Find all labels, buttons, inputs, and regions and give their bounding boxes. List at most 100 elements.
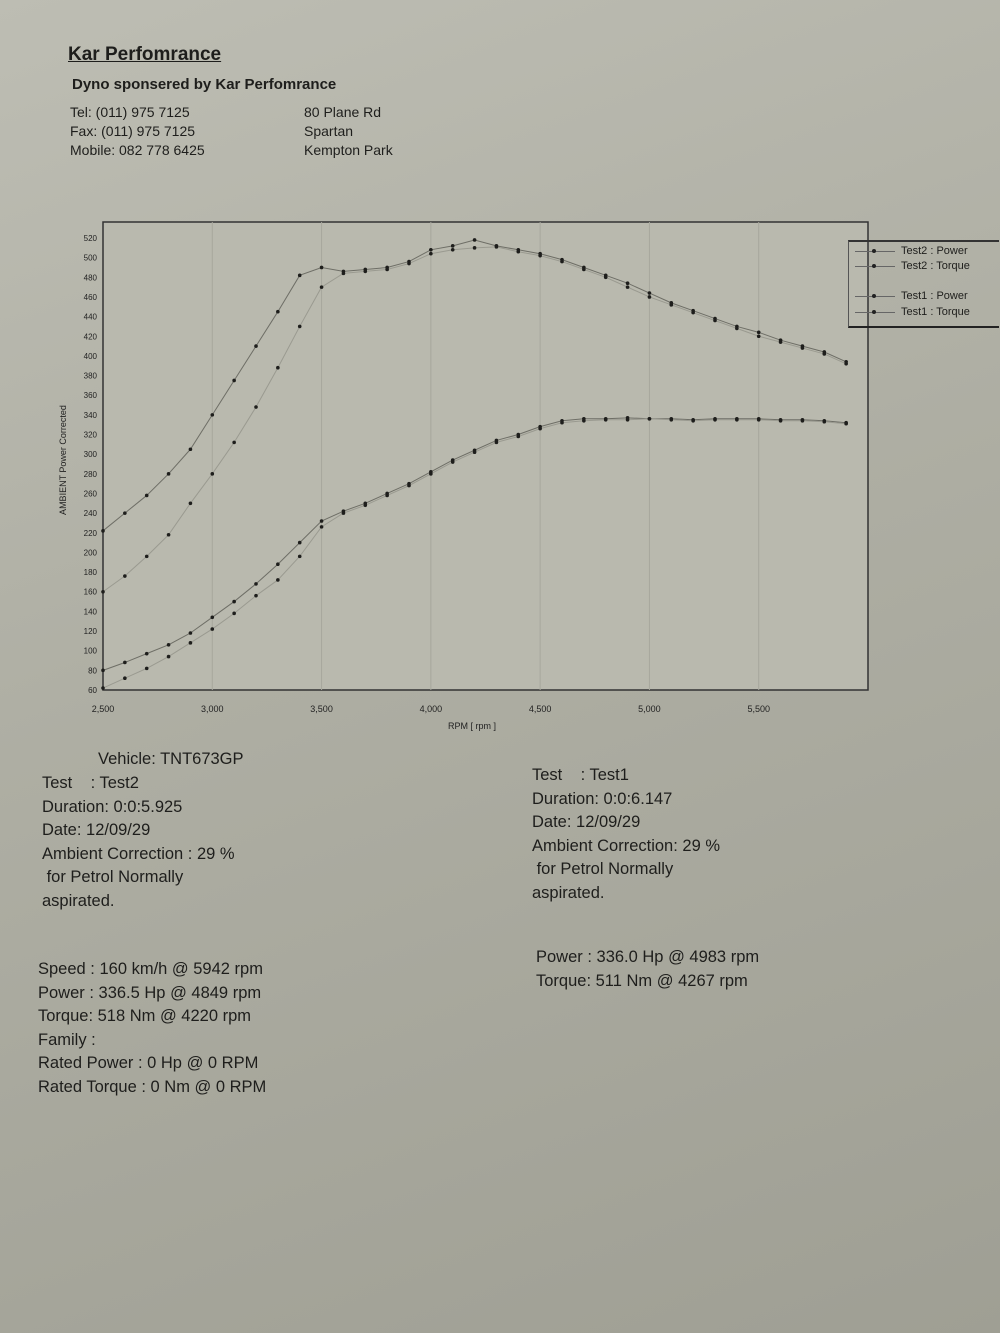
data-point bbox=[472, 450, 477, 455]
data-point bbox=[101, 589, 105, 594]
data-point bbox=[166, 654, 171, 659]
legend-label: Test1 : Power bbox=[901, 290, 968, 302]
torque: Torque: 518 Nm @ 4220 rpm bbox=[38, 1007, 252, 1025]
data-point bbox=[844, 361, 848, 366]
y-tick-label: 320 bbox=[84, 431, 98, 440]
data-point bbox=[144, 651, 149, 656]
data-point bbox=[232, 440, 236, 445]
data-point bbox=[144, 493, 149, 498]
fuel: for Petrol Normally bbox=[532, 860, 674, 878]
data-point bbox=[603, 275, 608, 280]
data-point bbox=[254, 582, 258, 586]
legend-item: Test1 : Torque bbox=[855, 306, 970, 318]
duration: Duration: 0:0:5.925 bbox=[42, 797, 183, 816]
data-point bbox=[494, 245, 499, 249]
data-point bbox=[210, 413, 215, 417]
data-point bbox=[319, 265, 324, 270]
y-tick-label: 500 bbox=[84, 254, 98, 263]
data-point bbox=[297, 540, 302, 545]
data-point bbox=[232, 611, 236, 616]
data-point bbox=[516, 249, 521, 254]
data-point bbox=[713, 417, 717, 422]
data-point bbox=[144, 554, 149, 559]
power: Power : 336.0 Hp @ 4983 rpm bbox=[536, 948, 760, 966]
data-point bbox=[800, 418, 805, 423]
test-name: Test : Test2 bbox=[42, 774, 139, 792]
data-point bbox=[450, 247, 455, 252]
data-point bbox=[407, 261, 411, 266]
data-point bbox=[494, 440, 499, 445]
data-point bbox=[669, 417, 674, 422]
legend-label: Test2 : Torque bbox=[901, 260, 970, 272]
legend-swatch bbox=[855, 263, 895, 268]
test-name: Test : Test1 bbox=[532, 766, 629, 784]
legend-swatch bbox=[855, 293, 895, 298]
data-point bbox=[822, 419, 827, 424]
data-point bbox=[560, 420, 564, 425]
y-tick-label: 300 bbox=[84, 450, 98, 459]
legend-item: Test1 : Power bbox=[855, 290, 968, 302]
data-point bbox=[625, 281, 630, 286]
y-tick-label: 240 bbox=[84, 509, 98, 518]
data-point bbox=[516, 434, 521, 439]
data-point bbox=[276, 309, 280, 314]
dyno-chart: 2,500 3,000 3,500 4,000 4,500 5,000 5,500 60 80 1… bbox=[58, 221, 869, 731]
data-point bbox=[538, 426, 542, 431]
mobile: Mobile: 082 778 6425 bbox=[70, 142, 205, 158]
data-point bbox=[582, 267, 586, 272]
chart-legend: Test2 : Power Test2 : Torque Test1 : Pow… bbox=[848, 240, 999, 328]
address-line: 80 Plane Rd bbox=[304, 104, 382, 120]
legend-swatch bbox=[855, 309, 895, 314]
data-point bbox=[188, 641, 193, 645]
address-block: 80 Plane Rd Spartan Kempton Park bbox=[304, 103, 393, 160]
data-point bbox=[778, 418, 783, 423]
y-tick-label: 420 bbox=[84, 332, 98, 341]
x-tick-label: 2,500 bbox=[92, 704, 115, 714]
y-tick-label: 520 bbox=[84, 234, 98, 243]
y-axis-label: AMBIENT Power Corrected bbox=[58, 405, 68, 515]
data-point bbox=[188, 631, 193, 635]
data-point bbox=[188, 501, 193, 506]
data-point bbox=[625, 417, 630, 422]
y-tick-label: 220 bbox=[84, 529, 98, 538]
y-tick-label: 440 bbox=[84, 313, 98, 322]
correction: Ambient Correction: 29 % bbox=[532, 836, 721, 855]
y-tick-label: 140 bbox=[84, 607, 98, 616]
data-point bbox=[319, 519, 324, 523]
data-point bbox=[101, 686, 105, 690]
data-point bbox=[603, 417, 608, 422]
data-point bbox=[844, 421, 848, 426]
x-tick-label: 4,500 bbox=[529, 704, 552, 714]
test2-results: Speed : 160 km/h @ 5942 rpm Power : 336.… bbox=[38, 958, 266, 1099]
data-point bbox=[276, 578, 280, 582]
power: Power : 336.5 Hp @ 4849 rpm bbox=[38, 983, 262, 1002]
data-point bbox=[756, 334, 761, 339]
y-tick-label: 480 bbox=[84, 273, 98, 282]
data-point bbox=[166, 643, 171, 647]
fuel: aspirated. bbox=[532, 883, 605, 902]
data-point bbox=[691, 310, 695, 315]
data-point bbox=[735, 326, 739, 331]
data-point bbox=[254, 344, 258, 348]
data-point bbox=[123, 676, 127, 681]
data-point bbox=[232, 599, 236, 604]
data-point bbox=[472, 246, 477, 250]
rated-torque: Rated Torque : 0 Nm @ 0 RPM bbox=[38, 1077, 267, 1096]
data-point bbox=[363, 503, 368, 508]
test2-info: Test : Test2 Duration: 0:0:5.925 Date: 1… bbox=[42, 772, 235, 913]
speed: Speed : 160 km/h @ 5942 rpm bbox=[38, 960, 263, 978]
y-tick-label: 180 bbox=[84, 568, 98, 577]
data-point bbox=[166, 472, 171, 476]
rated-power: Rated Power : 0 Hp @ 0 RPM bbox=[38, 1054, 259, 1072]
fuel: aspirated. bbox=[42, 891, 115, 910]
data-point bbox=[297, 554, 302, 559]
data-point bbox=[144, 666, 149, 671]
data-point bbox=[647, 417, 652, 421]
data-point bbox=[538, 253, 542, 258]
data-point bbox=[385, 493, 389, 498]
y-tick-label: 360 bbox=[84, 391, 98, 400]
data-point bbox=[647, 291, 652, 295]
y-tick-label: 280 bbox=[84, 470, 98, 479]
fuel: for Petrol Normally bbox=[42, 868, 184, 886]
duration: Duration: 0:0:6.147 bbox=[532, 789, 673, 808]
